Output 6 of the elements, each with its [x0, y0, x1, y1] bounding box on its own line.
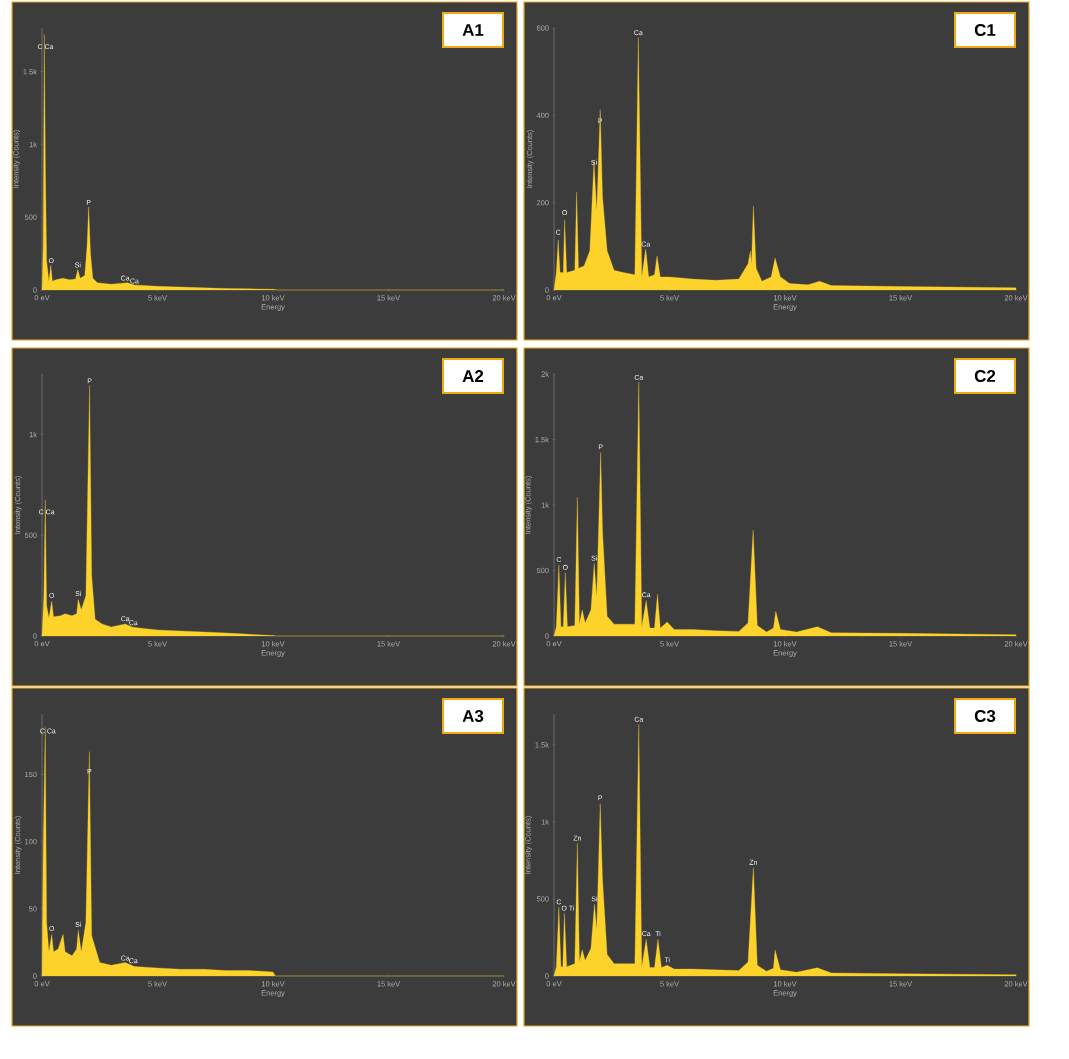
chart-title: C1: [974, 23, 996, 36]
chart-title: A2: [462, 370, 484, 382]
chart-title: C3: [974, 709, 996, 722]
chart-title: A1: [462, 24, 484, 36]
chart-title: C2: [974, 369, 996, 382]
chart-title: A3: [462, 709, 484, 722]
